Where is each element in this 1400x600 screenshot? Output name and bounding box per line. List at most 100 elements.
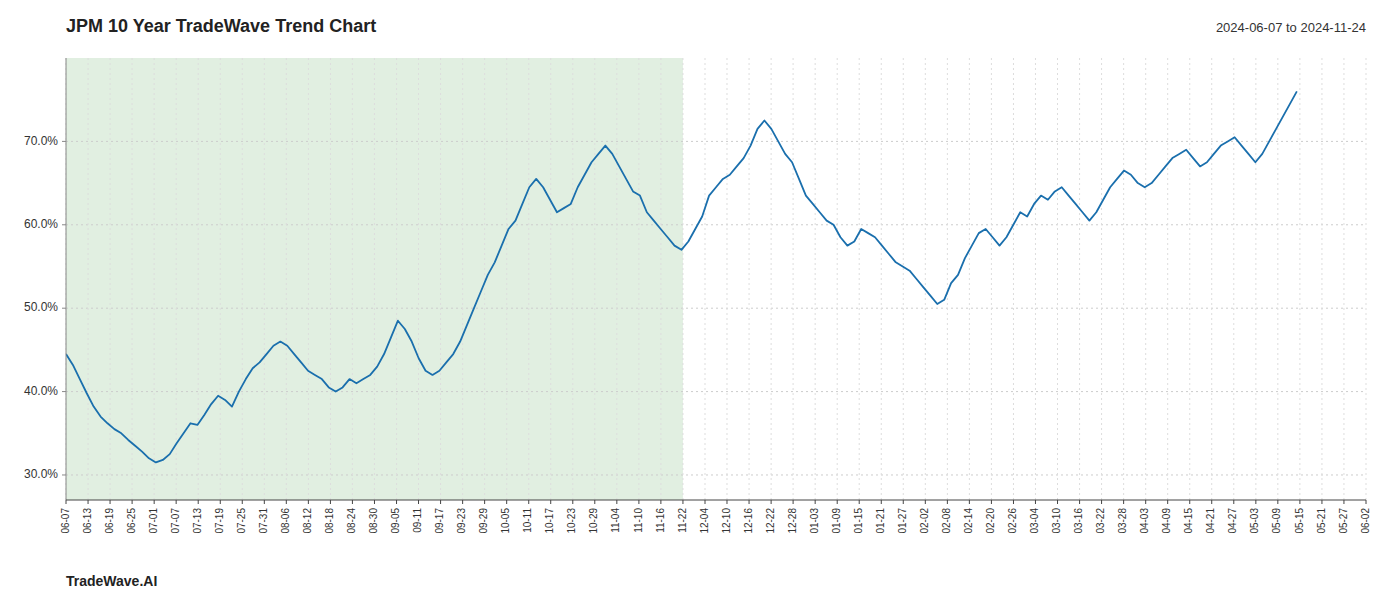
y-tick-label: 60.0% xyxy=(24,217,58,231)
grid-line-x xyxy=(991,58,992,500)
x-tick-label: 12-22 xyxy=(765,508,776,534)
x-tick-label: 08-06 xyxy=(280,508,291,534)
x-tick-label: 01-09 xyxy=(831,508,842,534)
grid-line-x xyxy=(660,58,661,500)
y-tick-label: 50.0% xyxy=(24,300,58,314)
x-tick xyxy=(881,500,882,504)
grid-line-x xyxy=(925,58,926,500)
x-tick xyxy=(859,500,860,504)
x-tick-label: 09-11 xyxy=(412,508,423,533)
grid-line-y xyxy=(66,141,1366,142)
shaded-region xyxy=(66,58,683,500)
grid-line-x xyxy=(506,58,507,500)
x-tick xyxy=(1145,500,1146,504)
grid-line-y xyxy=(66,308,1366,309)
x-tick xyxy=(749,500,750,504)
y-tick-label: 40.0% xyxy=(24,384,58,398)
grid-line-x xyxy=(462,58,463,500)
data-layer xyxy=(66,91,1297,462)
x-tick-label: 01-15 xyxy=(853,508,864,534)
x-tick-label: 06-19 xyxy=(104,508,115,534)
x-tick-label: 04-03 xyxy=(1139,508,1150,534)
x-tick xyxy=(815,500,816,504)
x-tick-label: 12-10 xyxy=(721,508,732,534)
grid-line-x xyxy=(749,58,750,500)
grid-line-x xyxy=(264,58,265,500)
grid-line-x xyxy=(352,58,353,500)
x-tick-label: 06-02 xyxy=(1360,508,1371,534)
x-tick-label: 02-20 xyxy=(985,508,996,534)
x-tick-label: 08-18 xyxy=(324,508,335,534)
grid-line-x xyxy=(1145,58,1146,500)
line xyxy=(66,91,1297,462)
grid-line-x xyxy=(1035,58,1036,500)
grid-line-x xyxy=(682,58,683,500)
x-tick-label: 03-04 xyxy=(1029,508,1040,534)
x-tick-label: 07-01 xyxy=(148,508,159,534)
x-tick-label: 10-11 xyxy=(522,508,533,533)
x-tick xyxy=(969,500,970,504)
grid-line-x xyxy=(594,58,595,500)
x-tick xyxy=(1343,500,1344,504)
x-tick-label: 11-22 xyxy=(677,508,688,533)
x-tick-label: 10-17 xyxy=(544,508,555,534)
grid-line-x xyxy=(154,58,155,500)
x-tick xyxy=(705,500,706,504)
x-tick xyxy=(550,500,551,504)
x-tick-label: 03-22 xyxy=(1095,508,1106,534)
x-tick xyxy=(572,500,573,504)
x-tick xyxy=(1057,500,1058,504)
x-tick xyxy=(506,500,507,504)
y-tick xyxy=(62,391,66,392)
x-tick-label: 12-16 xyxy=(743,508,754,534)
y-tick-label: 30.0% xyxy=(24,467,58,481)
x-tick xyxy=(771,500,772,504)
x-tick-label: 07-25 xyxy=(236,508,247,534)
annotation: TradeWave.AI xyxy=(66,573,157,589)
x-tick-label: 07-07 xyxy=(170,508,181,534)
grid-line-x xyxy=(132,58,133,500)
subtitle: 2024-06-07 to 2024-11-24 xyxy=(1216,20,1366,35)
y-axis-line xyxy=(66,58,67,500)
grid-line-x xyxy=(220,58,221,500)
grid-line-x xyxy=(242,58,243,500)
x-tick xyxy=(308,500,309,504)
x-tick-label: 04-15 xyxy=(1183,508,1194,534)
x-tick-label: 01-21 xyxy=(875,508,886,534)
grid-line-x xyxy=(1233,58,1234,500)
grid-line-x xyxy=(330,58,331,500)
x-tick-label: 06-07 xyxy=(60,508,71,534)
chart-container: JPM 10 Year TradeWave Trend Chart2024-06… xyxy=(0,0,1400,600)
x-tick xyxy=(1321,500,1322,504)
x-tick-label: 12-28 xyxy=(787,508,798,534)
grid-line-x xyxy=(705,58,706,500)
x-tick-label: 01-03 xyxy=(809,508,820,534)
x-tick-label: 06-25 xyxy=(126,508,137,534)
grid-line-x xyxy=(286,58,287,500)
x-tick xyxy=(198,500,199,504)
x-tick xyxy=(1255,500,1256,504)
x-tick-label: 05-15 xyxy=(1294,508,1305,534)
x-tick xyxy=(396,500,397,504)
x-tick xyxy=(793,500,794,504)
x-tick xyxy=(925,500,926,504)
x-tick-label: 02-26 xyxy=(1007,508,1018,534)
x-tick-label: 08-12 xyxy=(302,508,313,534)
grid-line-y xyxy=(66,474,1366,475)
x-tick-label: 11-10 xyxy=(633,508,644,533)
grid-line-x xyxy=(528,58,529,500)
x-tick xyxy=(1101,500,1102,504)
grid-line-x xyxy=(1299,58,1300,500)
grid-line-x xyxy=(726,58,727,500)
grid-line-x xyxy=(1167,58,1168,500)
x-tick xyxy=(374,500,375,504)
x-tick-label: 02-14 xyxy=(963,508,974,534)
x-tick-label: 11-04 xyxy=(610,508,621,533)
x-tick-label: 04-27 xyxy=(1227,508,1238,534)
x-tick xyxy=(176,500,177,504)
grid-line-x xyxy=(1321,58,1322,500)
x-tick-label: 09-23 xyxy=(456,508,467,534)
grid-line-x xyxy=(638,58,639,500)
grid-line-x xyxy=(572,58,573,500)
grid-line-x xyxy=(859,58,860,500)
